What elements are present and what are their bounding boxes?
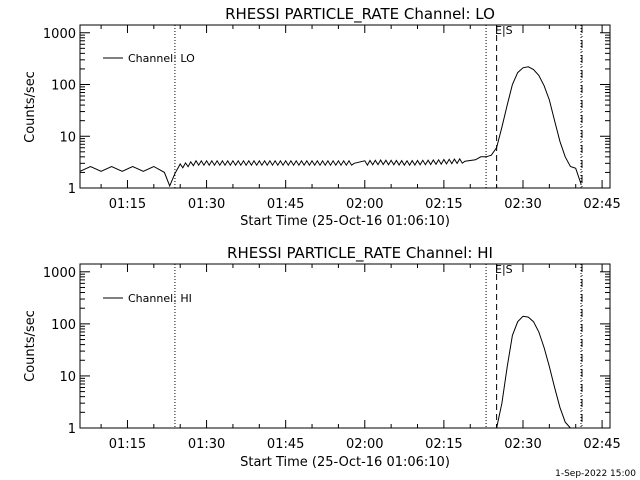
x-axis-lo: 01:15 01:30 01:45 02:00 02:15 02:30 02:45 [100, 25, 621, 212]
event-markers-lo [174, 25, 583, 188]
x-axis-label-lo: Start Time (25-Oct-16 01:06:10) [240, 214, 450, 229]
y-axis-label-lo: Counts/sec [23, 71, 38, 143]
chart-title-hi: RHESSI PARTICLE_RATE Channel: HI [227, 244, 493, 263]
x-tick-label: 02:15 [425, 197, 462, 212]
legend-label-lo: Channel: LO [128, 52, 195, 65]
y-axis-lo: 1 10 100 1000 [43, 27, 610, 197]
x-tick-label: 01:45 [267, 197, 304, 212]
panel-lo: RHESSI PARTICLE_RATE Channel: LO 01:15 01… [23, 5, 621, 229]
x-tick-label: 02:00 [346, 437, 383, 452]
event-markers-hi [174, 264, 583, 428]
plot-frame-lo [79, 24, 611, 189]
y-tick-label: 1000 [43, 266, 76, 281]
legend-hi: Channel: HI [103, 292, 192, 305]
y-tick-label: 100 [51, 79, 76, 94]
x-tick-label: 02:45 [583, 437, 620, 452]
x-axis-hi: 01:15 01:30 01:45 02:00 02:15 02:30 02:45 [100, 264, 621, 452]
x-tick-label: 02:45 [583, 197, 620, 212]
chart-title-lo: RHESSI PARTICLE_RATE Channel: LO [225, 5, 495, 24]
series-line-lo [79, 66, 582, 188]
x-tick-label: 02:00 [346, 197, 383, 212]
x-tick-label: 01:30 [188, 197, 225, 212]
y-tick-label: 1 [68, 182, 76, 197]
y-tick-label: 100 [51, 318, 76, 333]
event-marker-label-lo: E|S [495, 24, 513, 37]
series-line-hi [496, 315, 571, 429]
x-tick-label: 02:15 [425, 437, 462, 452]
y-tick-label: 10 [59, 370, 76, 385]
x-tick-label: 01:15 [109, 197, 146, 212]
y-tick-label: 10 [59, 130, 76, 145]
timestamp-footer: 1-Sep-2022 15:00 [555, 469, 636, 479]
panel-hi: RHESSI PARTICLE_RATE Channel: HI 01:15 01… [23, 244, 621, 470]
event-marker-label-hi: E|S [495, 263, 513, 276]
legend-label-hi: Channel: HI [128, 292, 192, 305]
x-tick-label: 02:30 [504, 437, 541, 452]
x-axis-label-hi: Start Time (25-Oct-16 01:06:10) [240, 455, 450, 470]
y-axis-label-hi: Counts/sec [23, 310, 38, 382]
plot-frame-hi [79, 263, 611, 429]
x-tick-label: 02:30 [504, 197, 541, 212]
y-axis-hi: 1 10 100 1000 [43, 266, 610, 437]
x-tick-label: 01:30 [188, 437, 225, 452]
x-tick-label: 01:45 [267, 437, 304, 452]
y-tick-label: 1000 [43, 27, 76, 42]
legend-lo: Channel: LO [103, 52, 195, 65]
x-tick-label: 01:15 [109, 437, 146, 452]
y-tick-label: 1 [68, 422, 76, 437]
